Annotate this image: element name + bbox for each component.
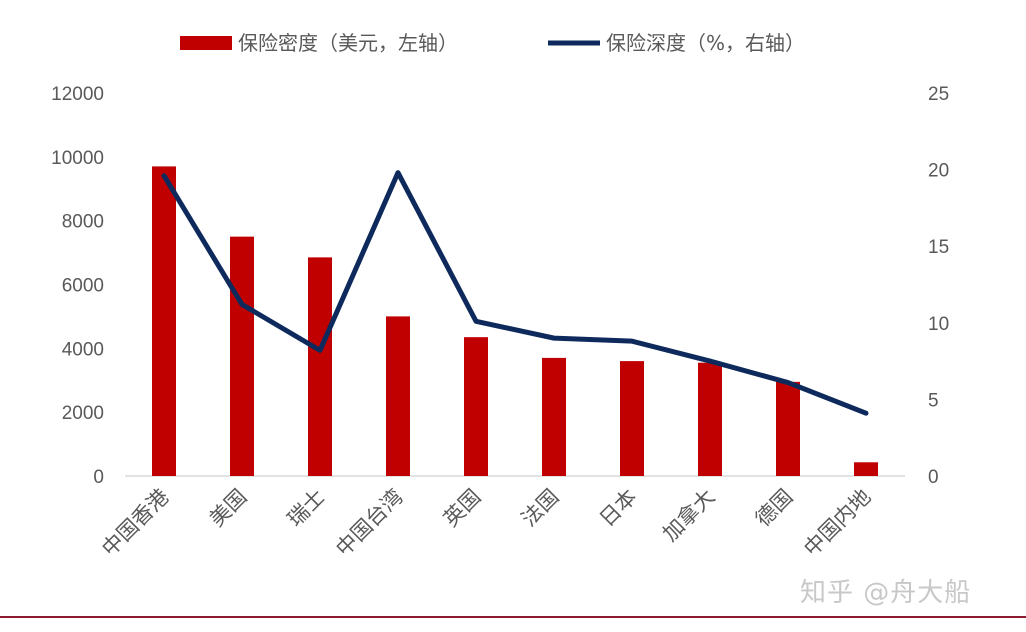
- right-tick-label: 20: [928, 161, 949, 182]
- watermark: 知乎 @舟大船: [800, 578, 972, 608]
- bar: [698, 362, 722, 476]
- x-tick-label: 美国: [205, 485, 252, 532]
- x-tick-label: 日本: [595, 485, 642, 532]
- x-tick-label: 中国台湾: [331, 485, 407, 561]
- x-tick-label: 德国: [751, 485, 798, 532]
- x-tick-label: 英国: [439, 485, 486, 532]
- x-tick-label: 中国内地: [799, 485, 875, 561]
- left-tick-label: 2000: [62, 403, 104, 424]
- left-axis: 0 2000 4000 6000 8000 10000 12000: [51, 84, 104, 488]
- left-tick-label: 8000: [62, 212, 104, 233]
- bar: [620, 361, 644, 476]
- left-tick-label: 12000: [51, 84, 104, 105]
- right-tick-label: 15: [928, 237, 949, 258]
- bar: [308, 257, 332, 476]
- bar: [542, 357, 566, 476]
- bar: [152, 166, 176, 477]
- legend-bar-label: 保险密度（美元，左轴）: [238, 31, 458, 55]
- bar: [776, 381, 800, 476]
- bar-series: [152, 166, 878, 477]
- right-tick-label: 5: [928, 390, 939, 411]
- x-tick-label: 中国香港: [97, 485, 173, 561]
- legend-bar-swatch: [180, 36, 232, 50]
- bar: [386, 316, 410, 476]
- left-tick-label: 10000: [51, 148, 104, 169]
- right-axis: 0 5 10 15 20 25: [928, 84, 949, 488]
- x-axis-labels: 中国香港 美国 瑞士 中国台湾 英国 法国 日本 加拿大 德国 中国内地: [97, 485, 875, 561]
- right-tick-label: 25: [928, 84, 949, 105]
- left-tick-label: 6000: [62, 276, 104, 297]
- legend-line-label: 保险深度（%，右轴）: [606, 31, 805, 55]
- right-tick-label: 10: [928, 314, 949, 335]
- right-tick-label: 0: [928, 467, 939, 488]
- x-tick-label: 瑞士: [283, 485, 330, 532]
- x-tick-label: 加拿大: [658, 485, 720, 547]
- left-tick-label: 0: [93, 467, 104, 488]
- legend: 保险密度（美元，左轴） 保险深度（%，右轴）: [180, 31, 805, 55]
- bar: [464, 337, 488, 476]
- x-tick-label: 法国: [517, 485, 564, 532]
- depth-line: [161, 170, 869, 416]
- bar: [230, 236, 254, 476]
- left-tick-label: 4000: [62, 339, 104, 360]
- line-series: [161, 170, 869, 416]
- bottom-rule: [0, 616, 1026, 618]
- bar: [854, 462, 878, 476]
